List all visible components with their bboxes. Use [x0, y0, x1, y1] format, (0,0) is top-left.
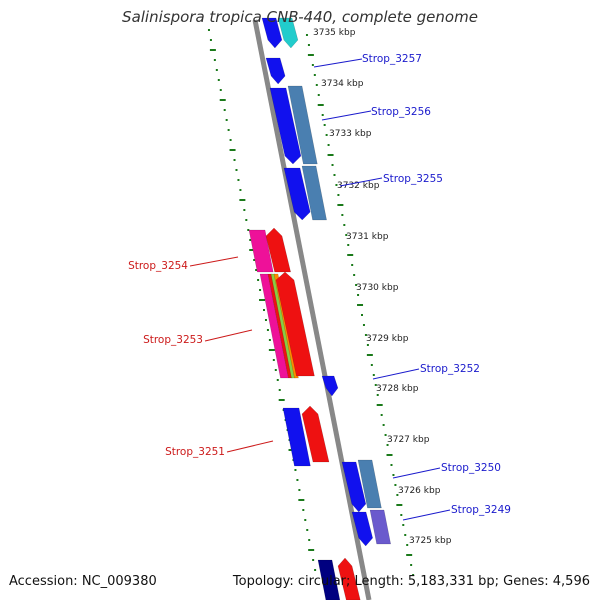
- gene-arrow: [287, 85, 318, 165]
- gene-arrow: [357, 459, 382, 509]
- genome-axis: [252, 19, 372, 600]
- kbp-label: 3731 kbp: [346, 232, 389, 242]
- gene-arrow: [269, 87, 302, 165]
- leader-line: [313, 58, 363, 68]
- gene-arrow: [275, 271, 315, 377]
- gene-label: Strop_3257: [362, 53, 422, 65]
- tick-dots-right: [305, 34, 415, 576]
- gene-arrow: [282, 407, 311, 467]
- kbp-label: 3729 kbp: [366, 334, 409, 344]
- gene-arrow: [337, 557, 361, 600]
- gene-arrow: [321, 375, 339, 397]
- topology-text: Topology: circular; Length: 5,183,331 bp…: [232, 574, 590, 589]
- gene-label-leaders: [189, 58, 451, 521]
- gene-labels: Strop_3257 Strop_3256 Strop_3255 Strop_3254…: [128, 53, 511, 516]
- kbp-scale: 3735 kbp 3734 kbp 3733 kbp 3732 kbp 3731 kbp…: [313, 28, 452, 546]
- gene-arrow: [301, 165, 327, 221]
- gene-arrow: [277, 17, 299, 49]
- gene-features: [248, 17, 391, 600]
- gene-arrow: [265, 57, 286, 85]
- gene-label: Strop_3252: [420, 363, 480, 375]
- leader-line: [321, 110, 372, 121]
- gene-label: Strop_3251: [165, 446, 225, 458]
- kbp-label: 3730 kbp: [356, 283, 399, 293]
- gene-label: Strop_3250: [441, 462, 501, 474]
- gene-arrow: [351, 511, 373, 547]
- gene-arrow: [369, 509, 391, 545]
- leader-line: [402, 509, 451, 521]
- kbp-label: 3728 kbp: [376, 384, 419, 394]
- gene-arrow: [248, 229, 274, 273]
- gene-arrow: [317, 559, 341, 600]
- gene-arrow: [301, 405, 330, 463]
- gene-arrow: [341, 461, 367, 513]
- leader-line: [392, 467, 441, 479]
- kbp-label: 3733 kbp: [329, 129, 372, 139]
- kbp-label: 3726 kbp: [398, 486, 441, 496]
- kbp-label: 3732 kbp: [337, 181, 380, 191]
- gene-arrow: [265, 227, 291, 273]
- leader-line: [372, 368, 420, 380]
- kbp-label: 3735 kbp: [313, 28, 356, 38]
- kbp-label: 3725 kbp: [409, 536, 452, 546]
- gene-arrow: [261, 17, 283, 49]
- kbp-label: 3727 kbp: [387, 435, 430, 445]
- gene-label: Strop_3255: [383, 173, 443, 185]
- gene-label: Strop_3254: [128, 260, 188, 272]
- gene-label: Strop_3249: [451, 504, 511, 516]
- leader-line: [226, 440, 274, 453]
- page-title: Salinispora tropica CNB-440, complete ge…: [122, 8, 478, 26]
- gene-label: Strop_3256: [371, 106, 431, 118]
- accession-text: Accession: NC_009380: [9, 574, 157, 589]
- gene-label: Strop_3253: [143, 334, 203, 346]
- kbp-label: 3734 kbp: [321, 79, 364, 89]
- leader-line: [189, 256, 239, 267]
- gene-arrow: [283, 167, 311, 221]
- leader-line: [204, 329, 253, 342]
- leader-line: [339, 177, 383, 187]
